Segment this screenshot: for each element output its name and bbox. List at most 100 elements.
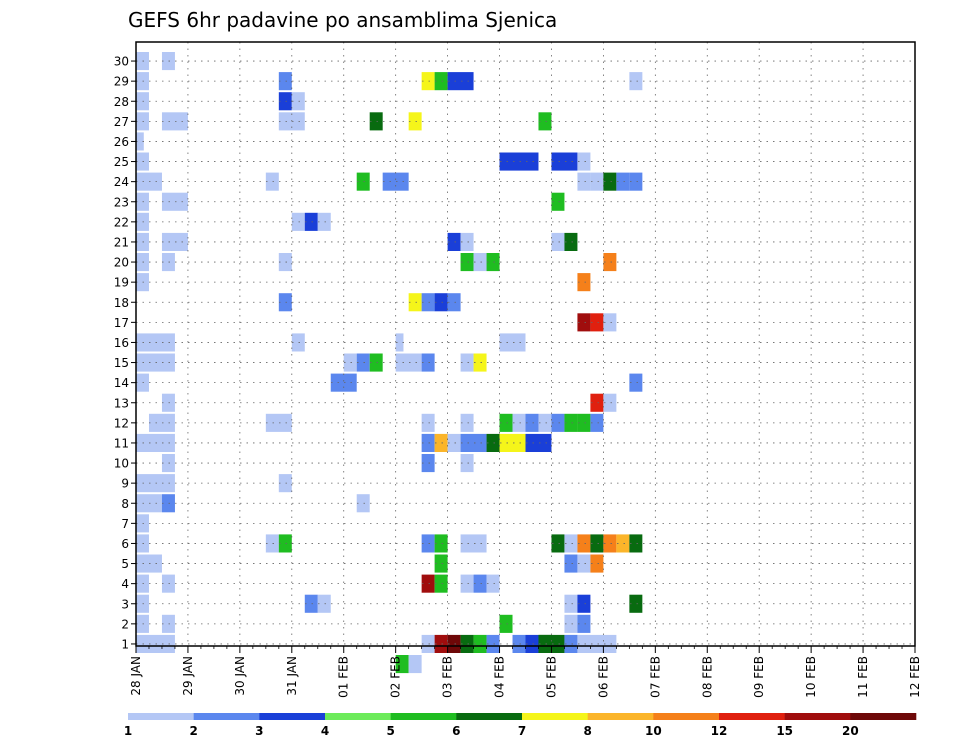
heatmap-cells bbox=[136, 52, 643, 674]
heatmap-cell bbox=[577, 594, 591, 613]
heatmap-cell bbox=[161, 253, 175, 272]
heatmap-cell bbox=[629, 594, 643, 613]
y-tick-label: 18 bbox=[114, 296, 129, 310]
y-tick-label: 30 bbox=[114, 55, 129, 69]
heatmap-cell bbox=[278, 92, 292, 111]
heatmap-cell bbox=[590, 313, 604, 332]
heatmap-cell bbox=[629, 72, 643, 91]
heatmap-cell bbox=[317, 212, 331, 231]
heatmap-cell bbox=[421, 293, 435, 312]
heatmap-cell bbox=[525, 433, 552, 452]
y-tick-label: 17 bbox=[114, 316, 129, 330]
heatmap-cell bbox=[629, 373, 643, 392]
heatmap-cell bbox=[590, 534, 604, 553]
heatmap-cell bbox=[291, 92, 305, 111]
y-tick-label: 2 bbox=[121, 617, 129, 631]
x-tick-label: 08 FEB bbox=[700, 656, 714, 698]
heatmap-cell bbox=[369, 112, 383, 131]
heatmap-cell bbox=[577, 413, 591, 432]
heatmap-cell bbox=[460, 353, 474, 372]
x-tick-label: 03 FEB bbox=[441, 656, 455, 698]
colorbar-label: 4 bbox=[321, 724, 329, 738]
heatmap-cell bbox=[161, 393, 175, 412]
heatmap-cell bbox=[421, 634, 435, 653]
heatmap-cell bbox=[136, 634, 149, 653]
heatmap-cell bbox=[330, 373, 357, 392]
colorbar-label: 3 bbox=[255, 724, 263, 738]
heatmap-cell bbox=[434, 293, 448, 312]
heatmap-cell bbox=[136, 514, 149, 533]
heatmap-cell bbox=[136, 192, 149, 211]
heatmap-cell bbox=[447, 293, 461, 312]
heatmap-cell bbox=[434, 574, 448, 593]
colorbar-label: 20 bbox=[842, 724, 859, 738]
heatmap-cell bbox=[421, 454, 435, 473]
heatmap-cell bbox=[447, 232, 461, 251]
heatmap-cell bbox=[136, 594, 149, 613]
heatmap-cell bbox=[136, 333, 175, 352]
y-tick-label: 11 bbox=[114, 436, 129, 450]
heatmap-cell bbox=[161, 52, 175, 71]
colorbar-segment bbox=[653, 713, 720, 720]
heatmap-cell bbox=[434, 72, 448, 91]
heatmap-cell bbox=[434, 634, 448, 653]
heatmap-cell bbox=[291, 212, 305, 231]
heatmap-cell bbox=[486, 433, 500, 452]
x-tick-label: 31 JAN bbox=[285, 656, 299, 696]
colorbar: 1 2 3 4 5 6 7 8 10 12 15 20 bbox=[124, 713, 917, 738]
heatmap-cell bbox=[460, 253, 474, 272]
heatmap-cell bbox=[460, 574, 474, 593]
heatmap-cell bbox=[421, 534, 435, 553]
heatmap-cell bbox=[460, 232, 474, 251]
heatmap-cell bbox=[434, 534, 448, 553]
heatmap-cell bbox=[603, 534, 617, 553]
heatmap-cell bbox=[564, 534, 578, 553]
heatmap-cell bbox=[577, 313, 591, 332]
heatmap-cell bbox=[577, 273, 591, 292]
heatmap-cell bbox=[161, 454, 175, 473]
heatmap-cell bbox=[136, 353, 175, 372]
x-tick-label: 04 FEB bbox=[493, 656, 507, 698]
heatmap-cell bbox=[136, 614, 149, 633]
heatmap-cell bbox=[447, 634, 461, 653]
heatmap-cell bbox=[603, 253, 617, 272]
heatmap-cell bbox=[265, 413, 292, 432]
heatmap-cell bbox=[447, 72, 474, 91]
y-tick-label: 7 bbox=[121, 517, 129, 531]
y-tick-label: 13 bbox=[114, 396, 129, 410]
y-tick-label: 16 bbox=[114, 336, 129, 350]
colorbar-segment bbox=[719, 713, 785, 720]
heatmap-cell bbox=[382, 172, 409, 191]
heatmap-cell bbox=[629, 534, 643, 553]
colorbar-segment bbox=[850, 713, 917, 720]
heatmap-cell bbox=[590, 172, 604, 191]
heatmap-cell bbox=[551, 634, 565, 653]
heatmap-cell bbox=[136, 112, 149, 131]
x-tick-label: 05 FEB bbox=[544, 656, 558, 698]
heatmap-cell bbox=[278, 293, 292, 312]
x-tick-label: 09 FEB bbox=[752, 656, 766, 698]
heatmap-cell bbox=[265, 172, 279, 191]
heatmap-cell bbox=[278, 474, 292, 493]
heatmap-cell bbox=[564, 614, 578, 633]
y-tick-label: 8 bbox=[121, 497, 129, 511]
colorbar-segment bbox=[193, 713, 260, 720]
heatmap-cell bbox=[421, 72, 435, 91]
colorbar-segment bbox=[784, 713, 851, 720]
heatmap-cell bbox=[161, 112, 188, 131]
heatmap-cell bbox=[577, 614, 591, 633]
y-tick-label: 20 bbox=[114, 256, 129, 270]
heatmap-cell bbox=[434, 554, 448, 573]
heatmap-cell bbox=[161, 232, 188, 251]
heatmap-cell bbox=[460, 534, 487, 553]
heatmap-cell bbox=[136, 132, 144, 151]
colorbar-label: 10 bbox=[645, 724, 662, 738]
y-tick-label: 27 bbox=[114, 115, 129, 129]
colorbar-label: 2 bbox=[189, 724, 197, 738]
x-tick-label: 07 FEB bbox=[648, 656, 662, 698]
x-axis: 28 JAN 29 JAN 30 JAN 31 JAN 01 FEB 02 FEB 03 F… bbox=[129, 646, 922, 698]
heatmap-cell bbox=[525, 634, 539, 653]
x-tick-label: 06 FEB bbox=[596, 656, 610, 698]
heatmap-cell bbox=[616, 172, 630, 191]
